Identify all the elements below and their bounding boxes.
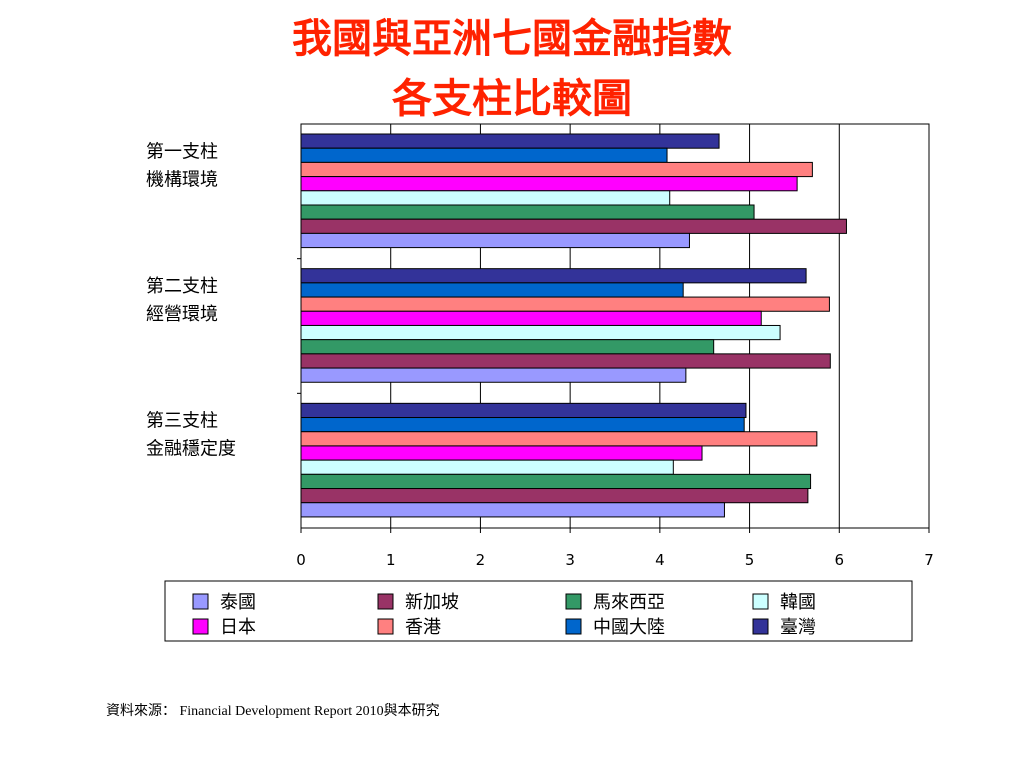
legend-label: 中國大陸 — [593, 617, 665, 638]
y-category-label: 第三支柱 — [146, 411, 218, 432]
bar — [300, 488, 809, 504]
x-tick-label: 4 — [655, 551, 665, 569]
legend-swatch — [377, 593, 394, 610]
bar — [300, 402, 747, 419]
y-category-label: 金融穩定度 — [146, 439, 236, 460]
source-note: 資料來源： Financial Development Report 2010與… — [106, 704, 440, 719]
bar — [300, 296, 830, 312]
chart-title-line1: 我國與亞洲七國金融指數 — [292, 15, 732, 62]
bar — [300, 353, 831, 369]
legend-box — [164, 580, 913, 642]
y-category-label: 經營環境 — [146, 304, 218, 325]
legend-swatch — [565, 593, 582, 610]
legend-swatch — [752, 593, 769, 610]
legend-label: 臺灣 — [780, 617, 816, 638]
x-tick-label: 0 — [296, 551, 306, 569]
legend-label: 新加坡 — [405, 592, 459, 613]
y-category-label: 機構環境 — [146, 169, 218, 190]
bar — [300, 431, 818, 447]
bar — [300, 161, 813, 178]
bar — [300, 445, 703, 461]
bar — [300, 176, 798, 192]
legend-label: 香港 — [405, 617, 441, 638]
bar — [300, 459, 674, 475]
x-tick-label: 6 — [835, 551, 845, 569]
bar — [300, 282, 684, 298]
legend-swatch — [192, 618, 209, 635]
x-tick-label: 3 — [565, 551, 575, 569]
legend-label: 韓國 — [780, 592, 816, 613]
bar — [300, 232, 690, 249]
x-tick-label: 1 — [386, 551, 396, 569]
chart-title-line2: 各支柱比較圖 — [392, 75, 632, 122]
bar — [300, 473, 812, 490]
legend-label: 日本 — [220, 617, 256, 638]
bar — [300, 133, 720, 149]
legend-swatch — [565, 618, 582, 635]
legend-swatch — [377, 618, 394, 635]
bar — [300, 339, 715, 355]
legend-swatch — [752, 618, 769, 635]
bar — [300, 367, 687, 383]
bar — [300, 190, 671, 206]
bar — [300, 502, 725, 518]
legend-label: 泰國 — [220, 592, 256, 613]
x-tick-label: 7 — [924, 551, 934, 569]
y-category-label: 第一支柱 — [146, 141, 218, 162]
bar — [300, 417, 745, 433]
x-tick-label: 2 — [476, 551, 486, 569]
bar — [300, 310, 762, 326]
bar — [300, 204, 755, 220]
legend-label: 馬來西亞 — [593, 592, 665, 613]
y-category-label: 第二支柱 — [146, 276, 218, 297]
bar — [300, 324, 781, 341]
bar — [300, 268, 807, 284]
legend-swatch — [192, 593, 209, 610]
bar — [300, 147, 668, 163]
x-tick-label: 5 — [745, 551, 755, 569]
bar — [300, 218, 847, 234]
